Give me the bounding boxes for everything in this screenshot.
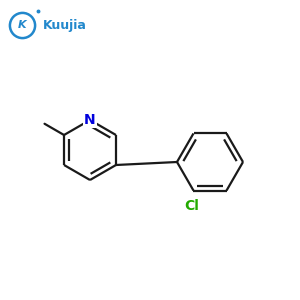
Text: Kuujia: Kuujia — [43, 19, 86, 32]
Text: K: K — [18, 20, 27, 31]
Text: Cl: Cl — [184, 199, 200, 213]
Text: N: N — [84, 113, 96, 127]
